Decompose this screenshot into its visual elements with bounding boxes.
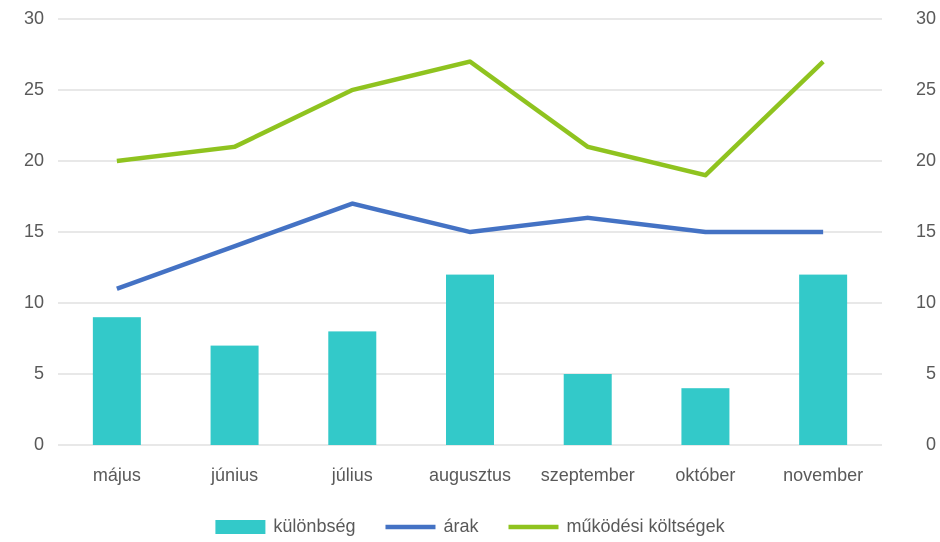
y2-tick-label: 10	[916, 292, 936, 312]
y2-tick-label: 15	[916, 221, 936, 241]
x-tick-label: november	[783, 465, 863, 485]
y-tick-label: 20	[24, 150, 44, 170]
line	[116, 201, 824, 291]
bar	[328, 331, 377, 445]
x-tick-label: augusztus	[429, 465, 511, 485]
x-tick-label: szeptember	[541, 465, 635, 485]
x-tick-label: május	[93, 465, 141, 485]
bar	[681, 388, 730, 445]
y2-tick-label: 20	[916, 150, 936, 170]
line	[116, 59, 825, 178]
x-tick-label: június	[210, 465, 258, 485]
y2-tick-label: 30	[916, 8, 936, 28]
y-tick-label: 15	[24, 221, 44, 241]
y-tick-label: 30	[24, 8, 44, 28]
x-tick-label: július	[331, 465, 373, 485]
legend-item: működési költségek	[508, 516, 726, 536]
legend-label: különbség	[273, 516, 355, 536]
bar	[799, 274, 848, 445]
y2-tick-label: 5	[926, 363, 936, 383]
bar	[210, 345, 259, 445]
legend-label: árak	[443, 516, 479, 536]
y2-tick-label: 0	[926, 434, 936, 454]
legend-item: különbség	[215, 516, 355, 536]
legend-swatch	[215, 520, 266, 534]
y2-tick-label: 25	[916, 79, 936, 99]
bar	[92, 317, 141, 445]
bar	[446, 274, 494, 445]
x-tick-label: október	[675, 465, 735, 485]
bar	[563, 374, 612, 445]
y-tick-label: 5	[34, 363, 44, 383]
y-tick-label: 25	[24, 79, 44, 99]
y-tick-label: 0	[34, 434, 44, 454]
legend-label: működési költségek	[567, 516, 726, 536]
y-tick-label: 10	[24, 292, 44, 312]
legend-item: árak	[385, 516, 480, 536]
